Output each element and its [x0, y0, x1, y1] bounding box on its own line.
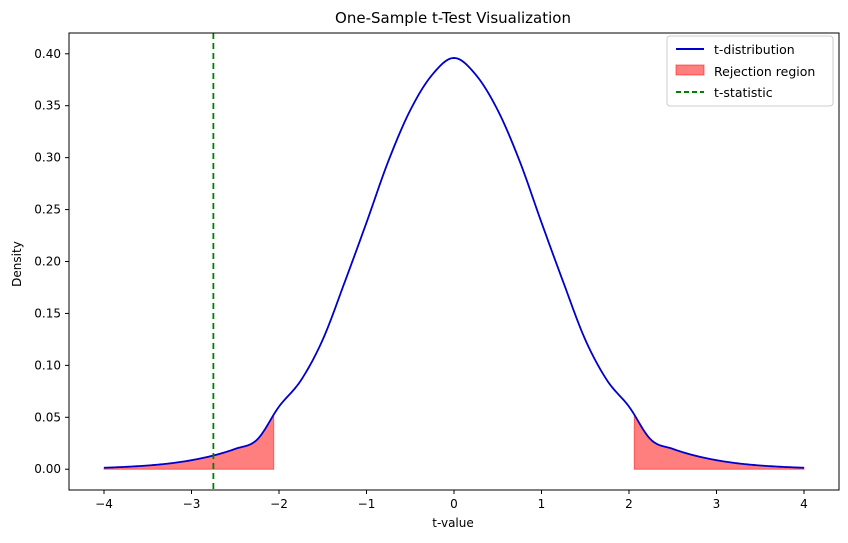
x-axis-title: t-value: [432, 516, 474, 530]
legend-label-t-distribution: t-distribution: [714, 42, 795, 57]
x-tick-label: 4: [800, 497, 808, 511]
chart-title: One-Sample t-Test Visualization: [335, 9, 571, 27]
y-tick-label: 0.25: [34, 203, 61, 217]
y-tick-label: 0.00: [34, 462, 61, 476]
x-tick-label: 3: [713, 497, 721, 511]
axes: −4 −3 −2 −1 0 1 2 3 4 0.00 0.05 0.10 0.15 0.20 0.25 0.3…: [34, 32, 840, 511]
x-tick-label: 2: [625, 497, 633, 511]
x-tick-label: −3: [183, 497, 201, 511]
legend-swatch-rejection-region: [675, 64, 705, 76]
x-tick-label: −2: [270, 497, 288, 511]
plot-area: [103, 33, 805, 490]
t-distribution-line: [103, 57, 805, 469]
y-tick-label: 0.30: [34, 151, 61, 165]
y-tick-label: 0.10: [34, 358, 61, 372]
y-axis-title: Density: [10, 241, 24, 287]
x-tick-label: 0: [450, 497, 458, 511]
legend-label-t-statistic: t-statistic: [714, 85, 773, 100]
y-tick-label: 0.20: [34, 255, 61, 269]
x-tick-label: −1: [358, 497, 376, 511]
legend: t-distribution Rejection region t-statis…: [666, 35, 834, 107]
legend-box: [666, 35, 834, 107]
y-tick-label: 0.15: [34, 306, 61, 320]
legend-label-rejection-region: Rejection region: [714, 64, 815, 79]
x-tick-label: −4: [95, 497, 113, 511]
y-tick-label: 0.35: [34, 99, 61, 113]
y-tick-label: 0.40: [34, 47, 61, 61]
y-tick-label: 0.05: [34, 410, 61, 424]
x-tick-label: 1: [538, 497, 546, 511]
